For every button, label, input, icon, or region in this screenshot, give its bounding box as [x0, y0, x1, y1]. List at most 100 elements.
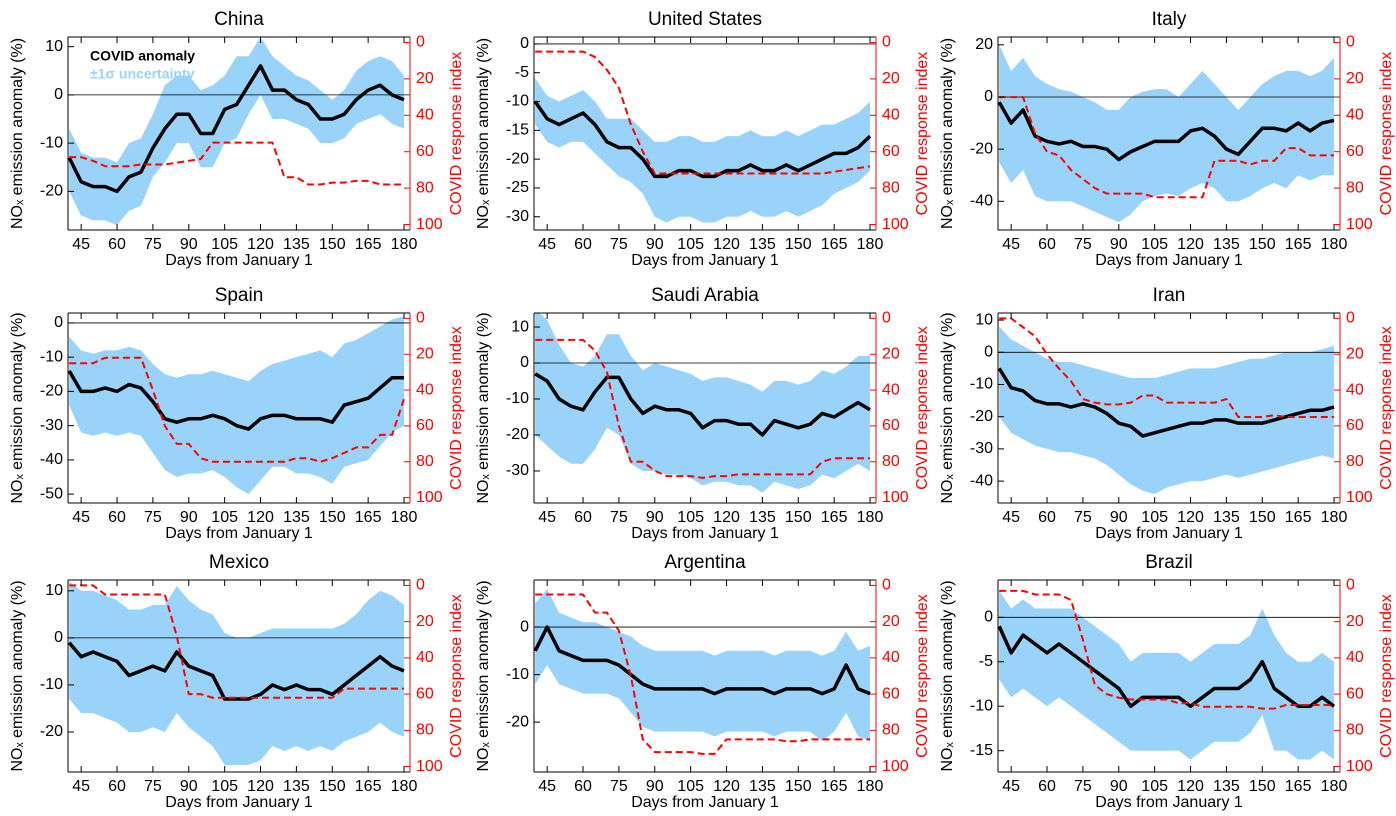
- x-tick-label: 120: [713, 236, 740, 253]
- y2-tick-label: 20: [882, 345, 900, 362]
- anomaly-line: [68, 64, 405, 194]
- y2-tick-label: 0: [882, 310, 891, 327]
- y-axis-label: NOₓ emission anomaly (%): [475, 312, 492, 503]
- y-tick-label: 0: [54, 629, 63, 646]
- response-index-line: [999, 96, 1335, 199]
- y2-tick-label: 60: [882, 417, 900, 434]
- y2-tick-label: 20: [1346, 345, 1364, 362]
- x-tick-label: 180: [391, 236, 418, 253]
- x-tick-label: 120: [713, 509, 740, 526]
- x-axis-label: Days from January 1: [1095, 525, 1243, 542]
- x-tick-label: 60: [1038, 236, 1056, 253]
- panel: 45 60 75 90 105 120 135 150 165 180 -15 -10 -5 0 0 20 40…: [939, 552, 1395, 811]
- anomaly-line: [998, 367, 1335, 438]
- y-tick-label: -15: [970, 742, 993, 759]
- panel-title: Saudi Arabia: [651, 285, 759, 306]
- y-tick-label: -10: [970, 697, 993, 714]
- y2-axis-label: COVID response index: [914, 52, 931, 216]
- x-tick-label: 135: [749, 236, 776, 253]
- y2-tick-label: 40: [882, 381, 900, 398]
- uncertainty-band: [69, 37, 405, 226]
- x-tick-label: 180: [857, 509, 884, 526]
- panel: 45 60 75 90 105 120 135 150 165 180 -30 -25 -20 -15 -1…: [475, 9, 931, 269]
- x-tick-label: 105: [1141, 778, 1168, 795]
- y2-tick-label: 100: [416, 216, 443, 233]
- y2-tick-label: 100: [1346, 758, 1373, 775]
- x-tick-label: 60: [108, 509, 126, 526]
- x-axis-label: Days from January 1: [631, 794, 779, 811]
- x-tick-label: 135: [1213, 778, 1240, 795]
- x-tick-label: 90: [1110, 236, 1128, 253]
- uncertainty-band: [69, 316, 405, 495]
- plot-area: [534, 43, 876, 223]
- x-tick-label: 90: [646, 236, 664, 253]
- x-tick-label: 120: [247, 236, 274, 253]
- x-tick-label: 135: [1213, 236, 1240, 253]
- y-tick-label: -30: [40, 417, 63, 434]
- uncertainty-band: [535, 78, 871, 223]
- y-axis-label: NOₓ emission anomaly (%): [9, 38, 26, 229]
- y-axis-label: NOₓ emission anomaly (%): [939, 38, 956, 229]
- y-tick-label: -20: [970, 408, 993, 425]
- x-tick-label: 165: [1285, 778, 1312, 795]
- y-tick-label: -10: [40, 348, 63, 365]
- y2-tick-label: 20: [416, 345, 434, 362]
- x-tick-label: 165: [355, 778, 382, 795]
- x-tick-label: 180: [857, 778, 884, 795]
- y2-tick-label: 40: [416, 107, 434, 124]
- x-axis-label: Days from January 1: [165, 252, 313, 269]
- y-tick-label: -20: [40, 723, 63, 740]
- y-tick-label: -30: [970, 440, 993, 457]
- plot-area: [998, 317, 1340, 494]
- x-tick-label: 120: [1177, 778, 1204, 795]
- x-tick-label: 150: [785, 509, 812, 526]
- y2-tick-label: 0: [1346, 34, 1355, 51]
- x-tick-label: 75: [610, 236, 628, 253]
- panel-title: Spain: [215, 285, 264, 306]
- response-index-line: [535, 338, 871, 479]
- y2-tick-label: 60: [1346, 685, 1364, 702]
- x-tick-label: 135: [283, 509, 310, 526]
- x-tick-label: 150: [319, 236, 346, 253]
- y-tick-label: -10: [970, 376, 993, 393]
- panel: 45 60 75 90 105 120 135 150 165 180 -40 -20 0 20 0 20 40…: [939, 9, 1395, 269]
- y-axis-label: NOₓ emission anomaly (%): [9, 580, 26, 771]
- y-tick-label: -10: [40, 676, 63, 693]
- y2-tick-label: 80: [882, 722, 900, 739]
- y-tick-label: -10: [506, 666, 529, 683]
- plot-area: [998, 589, 1340, 760]
- y2-tick-label: 100: [1346, 216, 1373, 233]
- x-tick-label: 165: [821, 509, 848, 526]
- x-tick-label: 135: [283, 778, 310, 795]
- y-tick-label: -40: [970, 193, 993, 210]
- panel-title: United States: [648, 9, 762, 30]
- x-tick-label: 150: [785, 236, 812, 253]
- y2-axis-label: COVID response index: [448, 326, 465, 490]
- x-tick-label: 105: [677, 236, 704, 253]
- y-axis-label: NOₓ emission anomaly (%): [939, 580, 956, 771]
- anomaly-line: [68, 369, 405, 431]
- plot-area: [68, 37, 410, 226]
- y-tick-label: 0: [54, 314, 63, 331]
- x-tick-label: 165: [1285, 509, 1312, 526]
- x-tick-label: 45: [538, 236, 556, 253]
- y-tick-label: 20: [975, 36, 993, 53]
- anomaly-line: [534, 625, 871, 696]
- uncertainty-band: [999, 44, 1335, 223]
- y-tick-label: -20: [40, 183, 63, 200]
- y2-tick-label: 0: [1346, 577, 1355, 594]
- y2-tick-label: 0: [416, 577, 425, 594]
- y-tick-label: 0: [520, 354, 529, 371]
- y2-axis-label: COVID response index: [448, 594, 465, 758]
- y-axis-label: NOₓ emission anomaly (%): [939, 312, 956, 503]
- x-tick-label: 180: [1321, 778, 1348, 795]
- x-axis-label: Days from January 1: [631, 525, 779, 542]
- response-index-line: [69, 584, 405, 699]
- anomaly-line: [534, 100, 872, 179]
- y2-tick-label: 0: [882, 577, 891, 594]
- uncertainty-band: [999, 590, 1335, 760]
- x-axis-label: Days from January 1: [631, 252, 779, 269]
- y-axis-label: NOₓ emission anomaly (%): [9, 312, 26, 503]
- plot-area: [998, 44, 1340, 223]
